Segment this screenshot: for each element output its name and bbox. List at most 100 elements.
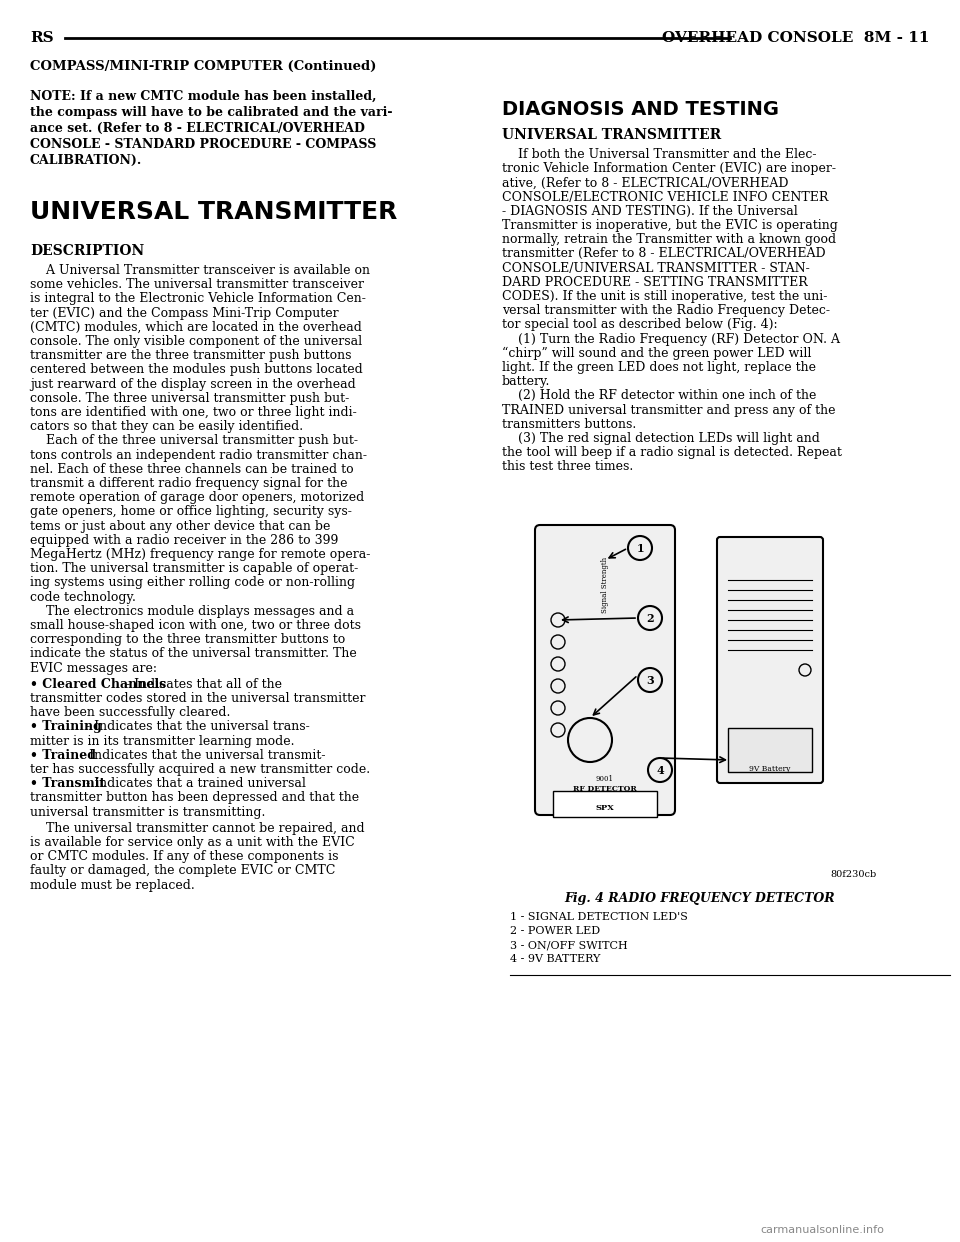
Text: tronic Vehicle Information Center (EVIC) are inoper-: tronic Vehicle Information Center (EVIC)…: [502, 163, 836, 175]
Text: Each of the three universal transmitter push but-: Each of the three universal transmitter …: [30, 435, 358, 447]
Text: 1 - SIGNAL DETECTION LED'S: 1 - SIGNAL DETECTION LED'S: [510, 912, 688, 922]
Text: UNIVERSAL TRANSMITTER: UNIVERSAL TRANSMITTER: [30, 200, 397, 224]
Text: • Transmit: • Transmit: [30, 777, 106, 790]
Text: tor special tool as described below (Fig. 4):: tor special tool as described below (Fig…: [502, 318, 778, 332]
Text: 4: 4: [656, 765, 664, 775]
Text: or CMTC modules. If any of these components is: or CMTC modules. If any of these compone…: [30, 851, 339, 863]
Text: Signal Strength: Signal Strength: [601, 556, 609, 614]
Text: CALIBRATION).: CALIBRATION).: [30, 154, 142, 166]
Text: CODES). If the unit is still inoperative, test the uni-: CODES). If the unit is still inoperative…: [502, 289, 828, 303]
Text: transmitter button has been depressed and that the: transmitter button has been depressed an…: [30, 791, 359, 805]
Text: is available for service only as a unit with the EVIC: is available for service only as a unit …: [30, 836, 355, 850]
FancyBboxPatch shape: [717, 537, 823, 782]
Text: DIAGNOSIS AND TESTING: DIAGNOSIS AND TESTING: [502, 101, 779, 119]
Text: RF DETECTOR: RF DETECTOR: [573, 785, 636, 792]
Text: 1: 1: [636, 543, 644, 554]
Text: some vehicles. The universal transmitter transceiver: some vehicles. The universal transmitter…: [30, 278, 364, 291]
Text: NOTE: If a new CMTC module has been installed,: NOTE: If a new CMTC module has been inst…: [30, 89, 376, 103]
Text: module must be replaced.: module must be replaced.: [30, 878, 195, 892]
Text: small house-shaped icon with one, two or three dots: small house-shaped icon with one, two or…: [30, 619, 361, 632]
Text: have been successfully cleared.: have been successfully cleared.: [30, 707, 230, 719]
Text: CONSOLE/ELECTRONIC VEHICLE INFO CENTER: CONSOLE/ELECTRONIC VEHICLE INFO CENTER: [502, 190, 828, 204]
Text: code technology.: code technology.: [30, 591, 136, 604]
Text: the tool will beep if a radio signal is detected. Repeat: the tool will beep if a radio signal is …: [502, 446, 842, 460]
Text: MegaHertz (MHz) frequency range for remote opera-: MegaHertz (MHz) frequency range for remo…: [30, 548, 371, 561]
Text: - Indicates that the universal trans-: - Indicates that the universal trans-: [82, 720, 310, 733]
Text: OVERHEAD CONSOLE  8M - 11: OVERHEAD CONSOLE 8M - 11: [662, 31, 930, 45]
Text: - DIAGNOSIS AND TESTING). If the Universal: - DIAGNOSIS AND TESTING). If the Univers…: [502, 205, 798, 217]
Text: universal transmitter is transmitting.: universal transmitter is transmitting.: [30, 806, 265, 818]
Text: normally, retrain the Transmitter with a known good: normally, retrain the Transmitter with a…: [502, 233, 836, 246]
Text: 9001: 9001: [596, 775, 614, 782]
Text: tems or just about any other device that can be: tems or just about any other device that…: [30, 519, 330, 533]
Text: versal transmitter with the Radio Frequency Detec-: versal transmitter with the Radio Freque…: [502, 304, 830, 317]
Text: 80f230cb: 80f230cb: [830, 869, 876, 879]
Text: 3: 3: [646, 674, 654, 686]
Text: ing systems using either rolling code or non-rolling: ing systems using either rolling code or…: [30, 576, 355, 590]
Text: COMPASS/MINI-TRIP COMPUTER (Continued): COMPASS/MINI-TRIP COMPUTER (Continued): [30, 60, 376, 73]
Text: is integral to the Electronic Vehicle Information Cen-: is integral to the Electronic Vehicle In…: [30, 292, 366, 306]
Text: the compass will have to be calibrated and the vari-: the compass will have to be calibrated a…: [30, 106, 393, 119]
Text: remote operation of garage door openers, motorized: remote operation of garage door openers,…: [30, 491, 364, 504]
Text: (2) Hold the RF detector within one inch of the: (2) Hold the RF detector within one inch…: [502, 390, 816, 402]
Text: DESCRIPTION: DESCRIPTION: [30, 243, 144, 258]
Text: A Universal Transmitter transceiver is available on: A Universal Transmitter transceiver is a…: [30, 265, 370, 277]
Text: 9V Battery: 9V Battery: [750, 765, 791, 773]
Text: nel. Each of these three channels can be trained to: nel. Each of these three channels can be…: [30, 463, 353, 476]
Text: just rearward of the display screen in the overhead: just rearward of the display screen in t…: [30, 378, 356, 390]
Text: tons controls an independent radio transmitter chan-: tons controls an independent radio trans…: [30, 448, 367, 462]
Text: mitter is in its transmitter learning mode.: mitter is in its transmitter learning mo…: [30, 734, 295, 748]
Text: indicate the status of the universal transmitter. The: indicate the status of the universal tra…: [30, 647, 357, 661]
Text: transmitter codes stored in the universal transmitter: transmitter codes stored in the universa…: [30, 692, 366, 705]
FancyBboxPatch shape: [553, 791, 657, 817]
Text: The universal transmitter cannot be repaired, and: The universal transmitter cannot be repa…: [30, 822, 365, 835]
Text: 4 - 9V BATTERY: 4 - 9V BATTERY: [510, 954, 600, 964]
Text: The electronics module displays messages and a: The electronics module displays messages…: [30, 605, 354, 617]
Text: Fig. 4 RADIO FREQUENCY DETECTOR: Fig. 4 RADIO FREQUENCY DETECTOR: [564, 892, 835, 905]
Text: 2: 2: [646, 612, 654, 623]
Text: transmitter are the three transmitter push buttons: transmitter are the three transmitter pu…: [30, 349, 351, 363]
Text: console. The three universal transmitter push but-: console. The three universal transmitter…: [30, 391, 349, 405]
Text: console. The only visible component of the universal: console. The only visible component of t…: [30, 335, 362, 348]
Text: transmit a different radio frequency signal for the: transmit a different radio frequency sig…: [30, 477, 348, 491]
Text: tons are identified with one, two or three light indi-: tons are identified with one, two or thr…: [30, 406, 357, 419]
Text: (CMTC) modules, which are located in the overhead: (CMTC) modules, which are located in the…: [30, 320, 362, 334]
Text: UNIVERSAL TRANSMITTER: UNIVERSAL TRANSMITTER: [502, 128, 721, 142]
Text: TRAINED universal transmitter and press any of the: TRAINED universal transmitter and press …: [502, 404, 835, 416]
Text: transmitter (Refer to 8 - ELECTRICAL/OVERHEAD: transmitter (Refer to 8 - ELECTRICAL/OVE…: [502, 247, 826, 261]
Text: gate openers, home or office lighting, security sys-: gate openers, home or office lighting, s…: [30, 505, 352, 518]
Text: DARD PROCEDURE - SETTING TRANSMITTER: DARD PROCEDURE - SETTING TRANSMITTER: [502, 276, 807, 289]
Text: RS: RS: [30, 31, 54, 45]
Text: battery.: battery.: [502, 375, 550, 389]
Text: equipped with a radio receiver in the 286 to 399: equipped with a radio receiver in the 28…: [30, 534, 338, 546]
Text: (1) Turn the Radio Frequency (RF) Detector ON. A: (1) Turn the Radio Frequency (RF) Detect…: [502, 333, 840, 345]
Text: ative, (Refer to 8 - ELECTRICAL/OVERHEAD: ative, (Refer to 8 - ELECTRICAL/OVERHEAD: [502, 176, 788, 189]
Text: SPX: SPX: [595, 804, 614, 812]
Text: corresponding to the three transmitter buttons to: corresponding to the three transmitter b…: [30, 633, 346, 646]
Text: Transmitter is inoperative, but the EVIC is operating: Transmitter is inoperative, but the EVIC…: [502, 219, 838, 232]
Text: centered between the modules push buttons located: centered between the modules push button…: [30, 364, 363, 376]
Text: light. If the green LED does not light, replace the: light. If the green LED does not light, …: [502, 361, 816, 374]
Text: tion. The universal transmitter is capable of operat-: tion. The universal transmitter is capab…: [30, 563, 358, 575]
Text: - Indicates that all of the: - Indicates that all of the: [122, 678, 282, 691]
Text: • Trained: • Trained: [30, 749, 96, 761]
Text: - Indicates that the universal transmit-: - Indicates that the universal transmit-: [77, 749, 325, 761]
Text: 3 - ON/OFF SWITCH: 3 - ON/OFF SWITCH: [510, 940, 628, 950]
FancyBboxPatch shape: [535, 525, 675, 815]
Text: carmanualsonline.info: carmanualsonline.info: [760, 1225, 884, 1235]
Text: ter (EVIC) and the Compass Mini-Trip Computer: ter (EVIC) and the Compass Mini-Trip Com…: [30, 307, 339, 319]
FancyBboxPatch shape: [728, 728, 812, 773]
Text: CONSOLE - STANDARD PROCEDURE - COMPASS: CONSOLE - STANDARD PROCEDURE - COMPASS: [30, 138, 376, 152]
Text: cators so that they can be easily identified.: cators so that they can be easily identi…: [30, 420, 303, 433]
Text: transmitters buttons.: transmitters buttons.: [502, 417, 636, 431]
Text: faulty or damaged, the complete EVIC or CMTC: faulty or damaged, the complete EVIC or …: [30, 864, 335, 877]
Text: ance set. (Refer to 8 - ELECTRICAL/OVERHEAD: ance set. (Refer to 8 - ELECTRICAL/OVERH…: [30, 122, 365, 135]
Text: (3) The red signal detection LEDs will light and: (3) The red signal detection LEDs will l…: [502, 432, 820, 445]
Text: - Indicates that a trained universal: - Indicates that a trained universal: [82, 777, 306, 790]
Text: If both the Universal Transmitter and the Elec-: If both the Universal Transmitter and th…: [502, 148, 817, 161]
Text: CONSOLE/UNIVERSAL TRANSMITTER - STAN-: CONSOLE/UNIVERSAL TRANSMITTER - STAN-: [502, 262, 809, 274]
Text: • Cleared Channels: • Cleared Channels: [30, 678, 166, 691]
Text: this test three times.: this test three times.: [502, 461, 634, 473]
Text: ter has successfully acquired a new transmitter code.: ter has successfully acquired a new tran…: [30, 763, 371, 776]
Text: • Training: • Training: [30, 720, 102, 733]
